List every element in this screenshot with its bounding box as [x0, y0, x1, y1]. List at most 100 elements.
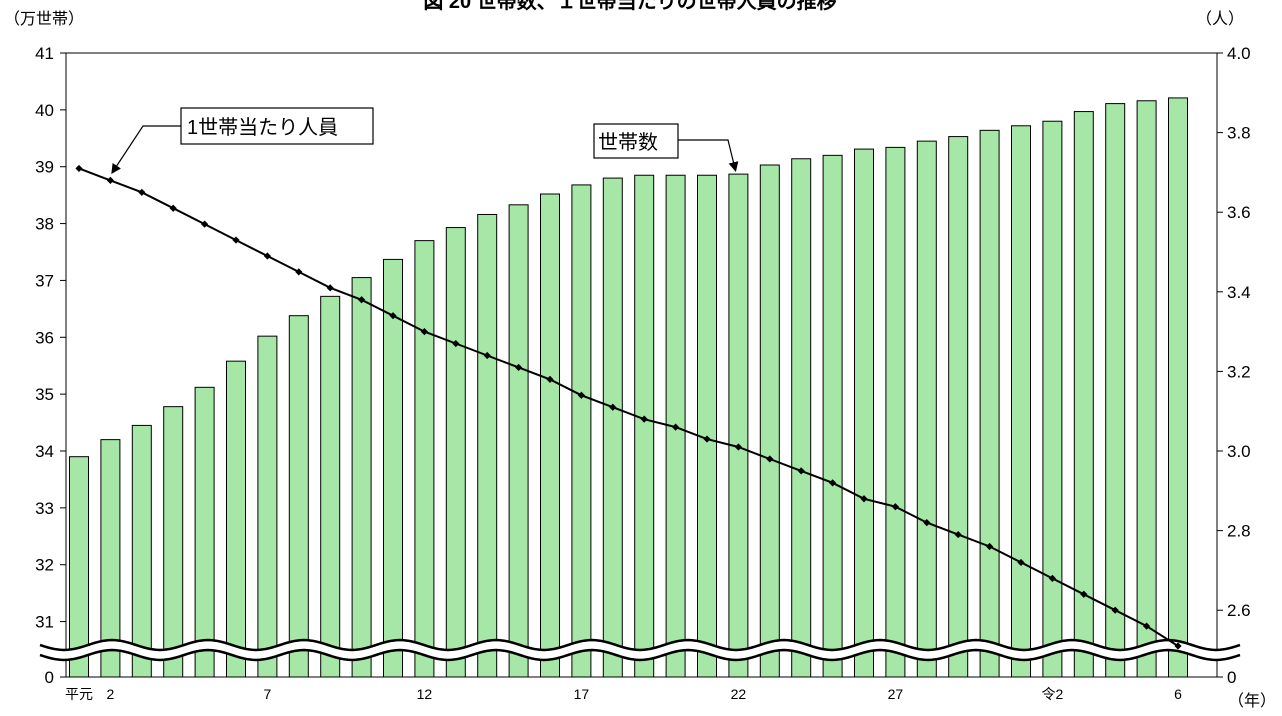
bar	[1136, 100, 1157, 678]
line-marker	[609, 403, 617, 411]
bar	[728, 173, 749, 678]
bar	[226, 360, 246, 678]
line-marker	[860, 495, 868, 503]
x-tick-label: 2	[107, 686, 115, 702]
line-series-group	[75, 164, 1182, 650]
callout-box-households	[593, 123, 679, 159]
right-tick-label: 3.2	[1227, 362, 1251, 381]
axes-group	[60, 52, 1223, 678]
callout-leader-persons	[111, 125, 181, 175]
bar	[320, 295, 341, 678]
line-marker	[1174, 642, 1182, 650]
bar	[445, 227, 466, 678]
bar	[979, 129, 1000, 678]
line-marker	[766, 455, 774, 463]
bar	[288, 315, 309, 678]
bar	[948, 136, 969, 678]
left-tick-label: 34	[35, 442, 54, 461]
x-tick-label: 平元	[65, 686, 93, 702]
bar	[1011, 125, 1031, 678]
bar	[163, 406, 184, 678]
left-tick-label: 38	[35, 215, 54, 234]
left-tick-label: 37	[35, 271, 54, 290]
x-tick-label: 27	[888, 686, 904, 702]
line-marker	[923, 519, 931, 527]
bar	[540, 193, 560, 678]
line-marker	[295, 268, 303, 276]
line-marker	[1143, 622, 1151, 630]
bar	[697, 174, 717, 678]
bar	[414, 240, 435, 678]
bar	[1168, 97, 1188, 678]
left-tick-label: 33	[35, 499, 54, 518]
right-tick-label: 3.0	[1227, 442, 1251, 461]
line-marker	[1017, 558, 1025, 567]
bar	[602, 177, 623, 678]
right-tick-label: 2.8	[1227, 522, 1251, 541]
x-axis-unit: （年）	[1228, 692, 1276, 710]
bar	[383, 258, 403, 678]
line-marker	[797, 467, 805, 475]
line-marker	[577, 391, 585, 399]
bar	[194, 386, 215, 678]
bar	[791, 158, 812, 678]
bar	[477, 213, 498, 678]
line-marker	[452, 339, 460, 348]
left-tick-label: 41	[35, 44, 54, 63]
x-tick-label: 22	[731, 686, 747, 702]
bar	[257, 335, 278, 678]
axis-break-line-upper	[39, 638, 1241, 652]
bar	[571, 184, 592, 678]
left-tick-label: 32	[35, 556, 54, 575]
bar	[131, 424, 152, 678]
right-tick-label: 4.0	[1227, 44, 1251, 63]
right-axis-unit: （人）	[1196, 10, 1244, 28]
line-marker	[389, 312, 397, 320]
line-marker	[201, 220, 209, 228]
right-tick-label: 0	[1227, 668, 1236, 687]
line-marker	[829, 479, 837, 487]
left-tick-label: 31	[35, 613, 54, 632]
x-tick-label: 令2	[1042, 686, 1064, 702]
bar	[351, 277, 372, 678]
x-tick-label: 7	[264, 686, 272, 702]
line-marker	[1111, 606, 1119, 614]
bar	[854, 148, 874, 678]
bar	[885, 146, 906, 678]
callout-box-persons	[180, 107, 374, 145]
x-tick-label: 12	[417, 686, 433, 702]
x-tick-label: 17	[574, 686, 590, 702]
axis-break-group	[39, 638, 1241, 662]
right-tick-label: 3.4	[1227, 283, 1251, 302]
bar	[916, 140, 937, 678]
bar	[822, 154, 843, 678]
line-marker	[420, 328, 428, 336]
bar	[1105, 103, 1126, 678]
callout-label-households: 世帯数	[598, 131, 658, 154]
tick-labels-group: 0 31 32 33 34 35 36 37 38 39 40 41 0 2.6 2.8 3.0 3.2 3.4 3…	[35, 44, 1251, 702]
bar	[508, 204, 529, 678]
left-tick-label: 35	[35, 385, 54, 404]
right-tick-label: 2.6	[1227, 601, 1251, 620]
bars-group	[69, 97, 1188, 678]
line-series	[78, 167, 1179, 647]
line-marker	[734, 443, 742, 451]
bar	[759, 164, 780, 678]
left-tick-label: 0	[45, 668, 54, 687]
line-marker	[326, 284, 334, 292]
line-marker	[515, 363, 523, 372]
line-marker	[546, 375, 554, 383]
line-marker	[232, 236, 240, 244]
line-marker	[106, 176, 114, 184]
chart-title: 図 20 世帯数、１世帯当たりの世帯人員の推移	[423, 0, 836, 13]
axis-break-line-lower	[39, 648, 1241, 662]
line-marker	[1080, 590, 1088, 598]
line-marker	[75, 164, 83, 173]
bar	[1042, 120, 1063, 678]
line-marker	[483, 351, 491, 360]
callout-label-persons: 1世帯当たり人員	[187, 116, 338, 139]
left-tick-label: 40	[35, 101, 54, 120]
line-marker	[954, 530, 962, 539]
left-tick-label: 39	[35, 158, 54, 177]
